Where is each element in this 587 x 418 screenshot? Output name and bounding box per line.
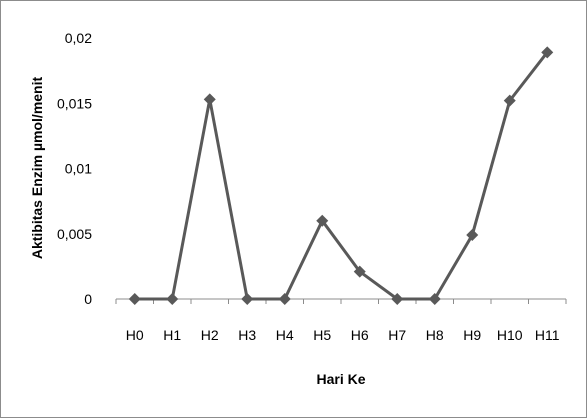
x-axis-title: Hari Ke <box>316 371 365 387</box>
x-tick-label: H11 <box>535 327 560 343</box>
y-axis-title: Aktibitas Enzim µmol/menit <box>29 77 45 260</box>
y-tick-label: 0,015 <box>57 95 92 111</box>
data-point-marker <box>391 293 404 305</box>
x-tick-label: H0 <box>126 327 144 343</box>
data-point-marker <box>466 229 479 242</box>
x-tick-label: H5 <box>313 327 331 343</box>
data-point-marker <box>541 46 554 59</box>
data-point-marker <box>203 93 216 106</box>
x-tick-label: H6 <box>351 327 369 343</box>
data-point-marker <box>128 293 141 305</box>
y-tick-label: 0,02 <box>65 30 92 46</box>
series-line <box>134 51 549 301</box>
data-point-marker <box>428 293 441 305</box>
x-tick-label: H1 <box>163 327 181 343</box>
data-point-marker <box>316 214 329 227</box>
y-tick-label: 0,01 <box>65 161 92 177</box>
y-tick-label: 0,005 <box>57 226 92 242</box>
x-tick-label: H7 <box>388 327 406 343</box>
x-tick-label: H4 <box>276 327 294 343</box>
data-point-marker <box>503 94 516 107</box>
y-tick-label: 0 <box>84 291 92 307</box>
x-tick-label: H2 <box>201 327 219 343</box>
data-point-marker <box>278 293 291 305</box>
data-point-marker <box>166 293 179 305</box>
x-tick-label: H8 <box>426 327 444 343</box>
x-tick-label: H3 <box>238 327 256 343</box>
x-tick-label: H10 <box>497 327 523 343</box>
data-point-marker <box>353 265 366 278</box>
data-point-marker <box>241 293 254 305</box>
x-tick-label: H9 <box>463 327 481 343</box>
